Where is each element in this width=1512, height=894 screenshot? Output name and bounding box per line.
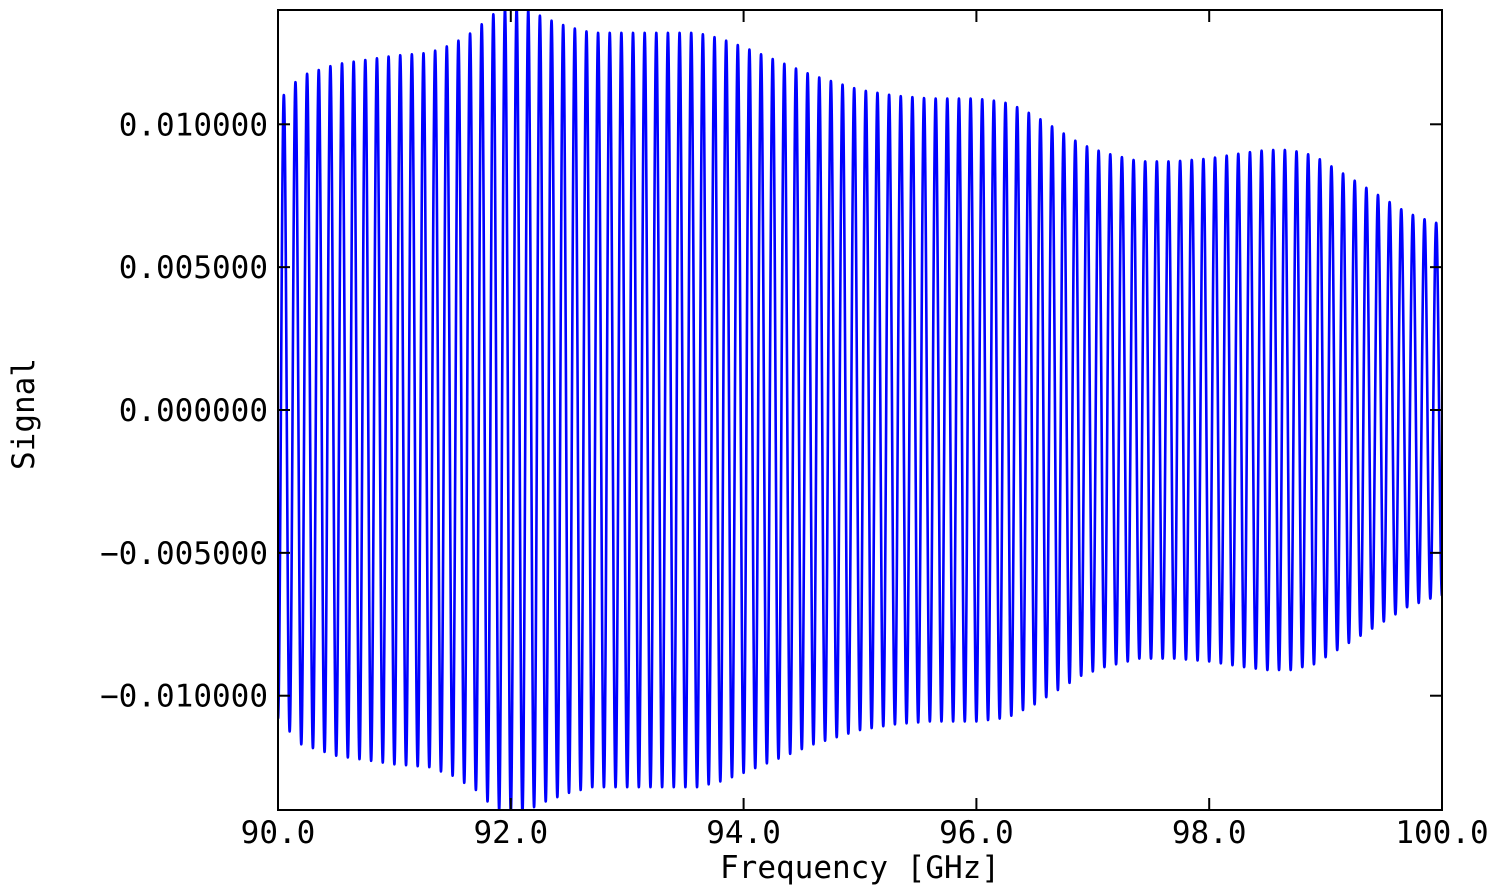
signal-series [278,10,1442,810]
x-tick-label: 98.0 [1172,815,1247,851]
x-tick-labels: 90.0 92.0 94.0 96.0 98.0 100.0 [241,815,1489,851]
y-tick-label: 0.000000 [119,393,268,429]
y-tick-label: 0.010000 [119,107,268,143]
x-tick-label: 96.0 [939,815,1014,851]
axis-ticks [277,10,1443,810]
x-axis-label: Frequency [GHz] [720,850,1000,886]
x-tick-label: 100.0 [1395,815,1488,851]
y-tick-label: −0.005000 [100,536,268,572]
y-tick-labels: 0.010000 0.005000 0.000000 −0.005000 −0.0100… [100,107,268,714]
x-tick-label: 92.0 [473,815,548,851]
x-tick-label: 94.0 [706,815,781,851]
x-tick-label: 90.0 [241,815,316,851]
y-tick-label: −0.010000 [100,679,268,715]
y-axis-label: Signal [6,358,42,470]
y-tick-label: 0.005000 [119,250,268,286]
signal-line [278,10,1442,810]
